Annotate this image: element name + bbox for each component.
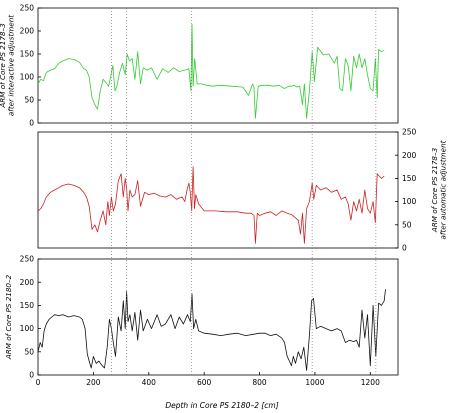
series-line-top [37,23,385,119]
panel-frame [37,131,399,249]
y-tick-label: 0 [402,244,407,253]
x-tick-label: 600 [197,378,212,387]
x-tick-label: 1200 [361,378,380,387]
y-tick-label: 100 [20,73,35,82]
y-tick-label: 100 [20,324,35,333]
y-tick-label: 50 [24,347,34,356]
y-tick-label: 0 [29,371,34,380]
panel-frame [37,258,399,376]
y-axis-label: ARM of Core PS 2180–2 [4,274,13,360]
y-tick-label: 50 [402,220,412,229]
y-tick-label: 150 [402,174,417,183]
panel-middle: 0 50 100 150 200 250 ARM of Core PS 2178–3 afte… [37,128,448,253]
y-tick-label: 250 [402,128,417,137]
y-axis-label: after interactive adjustment [7,14,16,116]
y-tick-label: 250 [20,255,35,264]
x-tick-label: 1000 [305,378,324,387]
series-line-bottom [37,289,386,371]
x-tick-label: 800 [252,378,267,387]
y-axis-label: after automatic adjustment [439,139,448,239]
y-tick-label: 200 [20,278,35,287]
y-axis-label: ARM of Core PS 2178–3 [0,23,7,109]
series-line-middle [37,166,385,244]
x-tick-label: 200 [86,378,101,387]
panel-frame [37,7,399,124]
y-tick-label: 50 [24,96,34,105]
y-tick-label: 100 [402,197,417,206]
panel-bottom: 0 50 100 150 200 250 ARM of Core PS 2180–2 0 200… [4,255,399,387]
x-axis-label: Depth in Core PS 2180–2 [cm] [165,401,278,410]
y-tick-label: 250 [20,4,35,13]
panel-top: 0 50 100 150 200 250 ARM of Core PS 2178–3 afte… [0,4,399,128]
y-tick-label: 200 [402,151,417,160]
y-tick-label: 150 [20,50,35,59]
y-tick-label: 0 [29,119,34,128]
y-tick-label: 200 [20,27,35,36]
tie-lines-layer [111,8,377,375]
y-axis-label: ARM of Core PS 2178–3 [430,147,439,233]
x-tick-label: 400 [142,378,157,387]
y-tick-label: 150 [20,301,35,310]
x-tick-label: 0 [36,378,41,387]
